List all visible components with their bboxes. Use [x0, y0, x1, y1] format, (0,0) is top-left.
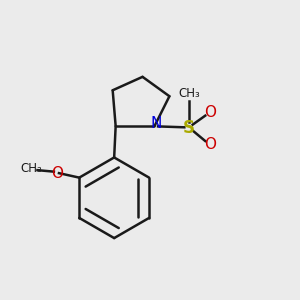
- Text: O: O: [205, 136, 217, 152]
- Text: O: O: [51, 166, 63, 181]
- Text: O: O: [205, 105, 217, 120]
- Text: CH₃: CH₃: [21, 162, 42, 175]
- Text: N: N: [150, 116, 162, 130]
- Text: CH₃: CH₃: [178, 87, 200, 100]
- Text: S: S: [183, 118, 195, 136]
